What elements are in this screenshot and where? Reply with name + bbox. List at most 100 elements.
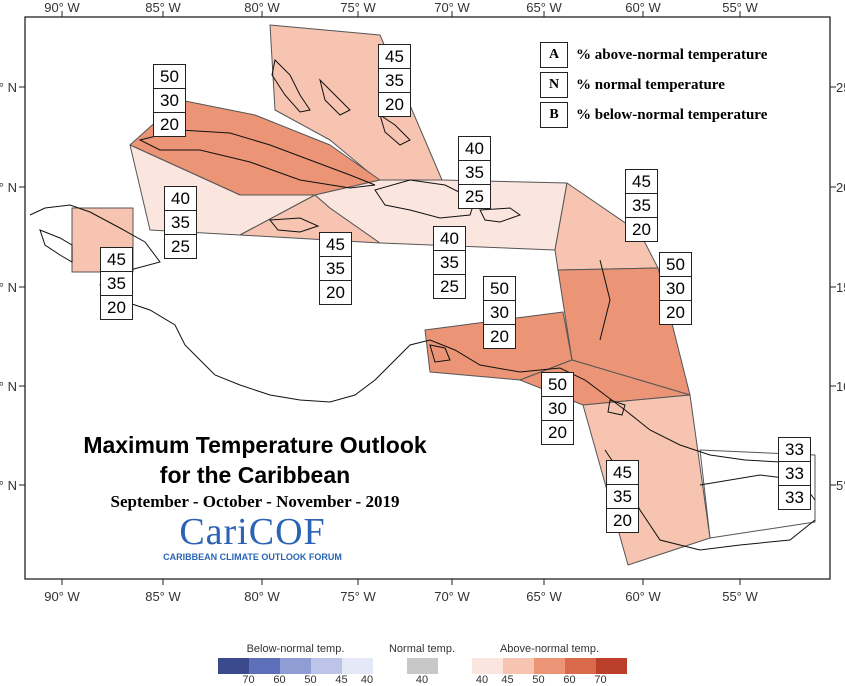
map-frame xyxy=(24,16,831,580)
lat-label-left: 15° N xyxy=(0,280,17,295)
lon-label-bottom: 60° W xyxy=(625,589,661,604)
stack-suriname: 33 33 33 xyxy=(778,437,811,510)
scale-above: Above-normal temp. 40 45 50 60 70 xyxy=(472,643,627,686)
swatch xyxy=(249,658,280,674)
scale-below: Below-normal temp. 70 60 50 45 40 xyxy=(218,643,377,686)
map-title: Maximum Temperature Outlook xyxy=(83,432,427,458)
tick-marks xyxy=(19,11,836,585)
swatch xyxy=(218,658,249,674)
scale-above-ticks: 40 45 50 60 70 xyxy=(472,674,627,686)
lat-label-left: 5° N xyxy=(0,478,17,493)
prob-normal: 35 xyxy=(433,250,466,275)
lon-label-top: 75° W xyxy=(340,0,376,15)
key-row-below: B % below-normal temperature xyxy=(540,100,767,130)
lon-label-bottom: 75° W xyxy=(340,589,376,604)
prob-below: 20 xyxy=(378,92,411,117)
lon-label-bottom: 55° W xyxy=(722,589,758,604)
scale-tick: 60 xyxy=(273,674,286,686)
prob-normal: 35 xyxy=(100,271,133,296)
prob-above: 40 xyxy=(433,226,466,251)
scale-below-swatches xyxy=(218,658,377,674)
scale-tick: 50 xyxy=(532,674,545,686)
prob-normal: 30 xyxy=(541,396,574,421)
prob-below: 20 xyxy=(606,508,639,533)
scale-tick: 40 xyxy=(475,674,489,686)
prob-normal: 35 xyxy=(319,256,352,281)
lat-label-right: 20° N xyxy=(836,180,845,195)
scale-normal-ticks: 40 xyxy=(384,674,460,686)
swatch xyxy=(565,658,596,674)
prob-below: 33 xyxy=(778,485,811,510)
scale-normal-label: Normal temp. xyxy=(388,643,456,655)
lat-label-right: 25° N xyxy=(836,80,845,95)
prob-normal: 30 xyxy=(483,300,516,325)
stack-turks-caicos: 40 35 25 xyxy=(458,136,491,209)
prob-above: 45 xyxy=(606,460,639,485)
lat-label-left: 20° N xyxy=(0,180,17,195)
prob-above: 45 xyxy=(100,247,133,272)
stack-guyana: 45 35 20 xyxy=(606,460,639,533)
map-subtitle: September - October - November - 2019 xyxy=(110,492,400,511)
lon-label-top: 60° W xyxy=(625,0,661,15)
prob-below: 25 xyxy=(433,274,466,299)
prob-above: 50 xyxy=(659,252,692,277)
prob-above: 40 xyxy=(164,186,197,211)
prob-below: 25 xyxy=(458,184,491,209)
prob-above: 50 xyxy=(153,64,186,89)
scale-tick: 45 xyxy=(501,674,514,686)
key-row-normal: N % normal temperature xyxy=(540,70,767,100)
probability-key: A % above-normal temperature N % normal … xyxy=(540,40,767,130)
zone-suriname xyxy=(699,449,816,539)
stack-bahamas: 45 35 20 xyxy=(378,44,411,117)
map-title-block: Maximum Temperature Outlook for the Cari… xyxy=(30,430,480,512)
scale-tick: 45 xyxy=(335,674,348,686)
prob-above: 45 xyxy=(319,232,352,257)
key-letter: A xyxy=(540,42,568,68)
lat-label-left: 25° N xyxy=(0,80,17,95)
prob-above: 40 xyxy=(458,136,491,161)
lon-label-bottom: 80° W xyxy=(244,589,280,604)
scale-below-label: Below-normal temp. xyxy=(246,643,345,655)
lon-label-bottom: 90° W xyxy=(44,589,80,604)
lat-label-right: 15° N xyxy=(836,280,845,295)
scale-above-label: Above-normal temp. xyxy=(499,643,600,655)
lon-label-top: 55° W xyxy=(722,0,758,15)
stack-cayman: 40 35 25 xyxy=(164,186,197,259)
prob-above: 45 xyxy=(625,169,658,194)
prob-normal: 35 xyxy=(625,193,658,218)
lon-label-top: 80° W xyxy=(244,0,280,15)
coastlines xyxy=(29,58,816,551)
scale-tick: 70 xyxy=(242,674,255,686)
stack-jamaica: 45 35 20 xyxy=(319,232,352,305)
zone-guyana xyxy=(582,394,711,566)
prob-normal: 33 xyxy=(778,461,811,486)
scale-tick: 70 xyxy=(594,674,607,686)
prob-below: 20 xyxy=(625,217,658,242)
scale-tick: 40 xyxy=(415,674,429,686)
key-row-above: A % above-normal temperature xyxy=(540,40,767,70)
prob-below: 25 xyxy=(164,234,197,259)
stack-belize: 45 35 20 xyxy=(100,247,133,320)
lat-label-left: 10° N xyxy=(0,379,17,394)
swatch xyxy=(311,658,342,674)
lon-label-bottom: 70° W xyxy=(434,589,470,604)
lon-label-top: 90° W xyxy=(44,0,80,15)
scale-above-swatches xyxy=(472,658,627,674)
scale-tick: 50 xyxy=(304,674,317,686)
prob-normal: 35 xyxy=(606,484,639,509)
stack-hispaniola: 40 35 25 xyxy=(433,226,466,299)
key-text: % above-normal temperature xyxy=(576,46,768,63)
lon-label-bottom: 65° W xyxy=(526,589,562,604)
prob-below: 20 xyxy=(153,112,186,137)
key-text: % below-normal temperature xyxy=(576,106,768,123)
prob-normal: 35 xyxy=(164,210,197,235)
lon-label-top: 70° W xyxy=(434,0,470,15)
lat-label-right: 5° N xyxy=(836,478,845,493)
stack-leeward: 45 35 20 xyxy=(625,169,658,242)
swatch xyxy=(342,658,373,674)
prob-above: 33 xyxy=(778,437,811,462)
scale-normal: Normal temp. 40 xyxy=(384,643,460,686)
logo-wordmark: CariCOF xyxy=(179,511,326,553)
prob-normal: 30 xyxy=(659,276,692,301)
lon-label-bottom: 85° W xyxy=(145,589,181,604)
